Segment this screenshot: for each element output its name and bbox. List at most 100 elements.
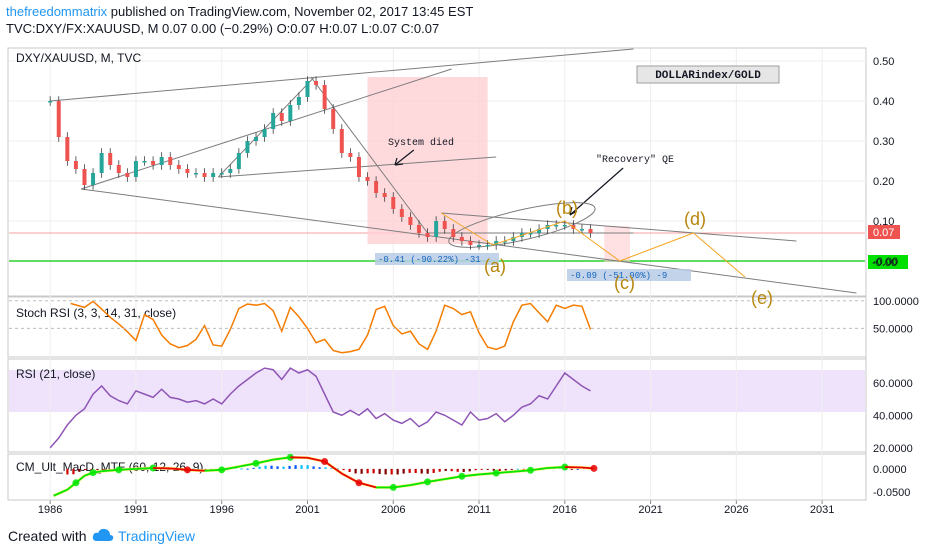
macd-histogram-bar bbox=[246, 468, 249, 470]
macd-histogram-bar bbox=[366, 468, 369, 474]
rsi-pane-title: RSI (21, close) bbox=[16, 367, 95, 381]
x-tick-label: 2016 bbox=[553, 504, 577, 516]
candle-body bbox=[468, 241, 473, 245]
measure-box-2 bbox=[567, 269, 691, 281]
recovery-ellipse bbox=[448, 202, 596, 248]
macd-histogram-bar bbox=[402, 468, 405, 474]
measure-box-1 bbox=[375, 253, 499, 265]
macd-line-segment bbox=[118, 467, 136, 471]
candle-body bbox=[254, 137, 259, 141]
macd-line-segment bbox=[358, 481, 377, 489]
wave-label-a: (a) bbox=[484, 256, 506, 276]
y-tick-label: -0.00 bbox=[873, 256, 898, 268]
macd-histogram-bar bbox=[240, 468, 243, 470]
tradingview-brand-link[interactable]: TradingView bbox=[118, 528, 196, 544]
macd-histogram-bar bbox=[480, 468, 483, 470]
macd-histogram-bar bbox=[72, 468, 75, 475]
x-tick-label: 2006 bbox=[381, 504, 405, 516]
candlestick-series bbox=[48, 76, 593, 250]
candle-body bbox=[245, 141, 250, 153]
candle-body bbox=[48, 101, 53, 103]
macd-histogram-bar bbox=[498, 468, 501, 471]
macd-pane-title: CM_Ult_MacD_MTF (60, 12, 26, 9) bbox=[16, 460, 203, 474]
publish-line: thefreedommatrix published on TradingVie… bbox=[6, 4, 473, 19]
zero-badge-text: -0.00 bbox=[872, 257, 897, 269]
macd-histogram-bar bbox=[66, 468, 69, 475]
macd-histogram-bar bbox=[576, 468, 579, 470]
macd-histogram-bar bbox=[294, 465, 297, 469]
measure-label-1: -0.41 (-90.22%) -31 bbox=[378, 255, 481, 265]
candle-body bbox=[56, 101, 61, 137]
macd-histogram-bar bbox=[300, 465, 303, 469]
rsi-tick-label: 60.0000 bbox=[873, 378, 913, 390]
macd-histogram-bar bbox=[570, 468, 573, 470]
candle-body bbox=[108, 153, 113, 165]
macd-histogram-bar bbox=[474, 468, 477, 471]
candle-body bbox=[133, 161, 138, 177]
candle-body bbox=[579, 229, 584, 231]
macd-histogram-bar bbox=[360, 468, 363, 474]
macd-histogram-bar bbox=[324, 467, 327, 469]
macd-line-segment bbox=[324, 460, 343, 475]
footer: Created with TradingView bbox=[0, 521, 932, 550]
candle-body bbox=[451, 229, 456, 237]
macd-pane-frame bbox=[7, 453, 867, 501]
candle-body bbox=[374, 181, 379, 193]
macd-histogram-bar bbox=[450, 468, 453, 472]
macd-histogram-bar bbox=[78, 468, 81, 472]
macd-histogram-bar bbox=[330, 467, 333, 469]
candle-body bbox=[168, 157, 173, 165]
wave-label-c: (c) bbox=[614, 273, 635, 293]
price-axis[interactable]: 0.50 0.40 0.30 0.20 0.10 -0.00 100.0000 50.0000… bbox=[865, 48, 919, 500]
candle-body bbox=[211, 173, 216, 177]
annotation-box bbox=[636, 65, 780, 84]
recovery-arrowhead bbox=[569, 206, 578, 216]
candle-body bbox=[305, 81, 310, 97]
candle-body bbox=[442, 221, 447, 229]
candle-body bbox=[125, 173, 130, 177]
author-link[interactable]: thefreedommatrix bbox=[6, 4, 108, 19]
projection-zone bbox=[604, 226, 630, 262]
trend-line bbox=[50, 48, 634, 102]
y-tick-label: 0.30 bbox=[873, 136, 894, 148]
x-tick-label: 1986 bbox=[38, 504, 62, 516]
system-died-arrow bbox=[394, 149, 415, 166]
system-died-arrowhead bbox=[394, 157, 404, 166]
candle-body bbox=[588, 229, 593, 233]
candle-body bbox=[271, 113, 276, 129]
macd-histogram-bar bbox=[516, 468, 519, 470]
candle-body bbox=[99, 153, 104, 173]
candle-body bbox=[142, 161, 147, 163]
candle-body bbox=[494, 241, 499, 245]
time-axis[interactable]: 1986 1991 1996 2001 2006 2011 2016 2021 2026 2031 bbox=[8, 499, 866, 516]
macd-series bbox=[52, 453, 598, 498]
macd-histogram-bar bbox=[312, 466, 315, 469]
macd-histogram-bar bbox=[84, 468, 87, 470]
macd-histogram-bar bbox=[270, 465, 273, 469]
candle-body bbox=[459, 237, 464, 241]
macd-line-segment bbox=[221, 465, 240, 471]
y-tick-label: 0.20 bbox=[873, 176, 894, 188]
y-tick-label: 0.50 bbox=[873, 56, 894, 68]
chart-canvas[interactable]: DXY/XAUUSD, M, TVC DOLLARindex/GOLD Syst… bbox=[0, 40, 932, 520]
macd-histogram-bar bbox=[426, 468, 429, 474]
macd-histogram-bar bbox=[504, 468, 507, 471]
macd-histogram-bar bbox=[276, 466, 279, 469]
macd-line-segment bbox=[461, 473, 480, 478]
candle-body bbox=[425, 233, 430, 237]
macd-histogram-bar bbox=[468, 468, 471, 472]
candle-body bbox=[408, 217, 413, 225]
macd-histogram-bar bbox=[420, 468, 423, 474]
annotation-box-text: DOLLARindex/GOLD bbox=[655, 70, 761, 82]
wave-label-b: (b) bbox=[556, 198, 578, 218]
candle-body bbox=[554, 225, 559, 227]
candle-body bbox=[236, 153, 241, 169]
macd-line-segment bbox=[92, 470, 102, 474]
macd-histogram-bar bbox=[462, 468, 465, 472]
stoch-pane-title: Stoch RSI (3, 3, 14, 31, close) bbox=[16, 306, 176, 320]
stoch-rsi-line bbox=[70, 300, 592, 354]
macd-tick-label: 0.0000 bbox=[873, 464, 907, 476]
candle-body bbox=[193, 173, 198, 175]
macd-histogram-bar bbox=[342, 468, 345, 471]
zero-badge bbox=[868, 255, 908, 269]
